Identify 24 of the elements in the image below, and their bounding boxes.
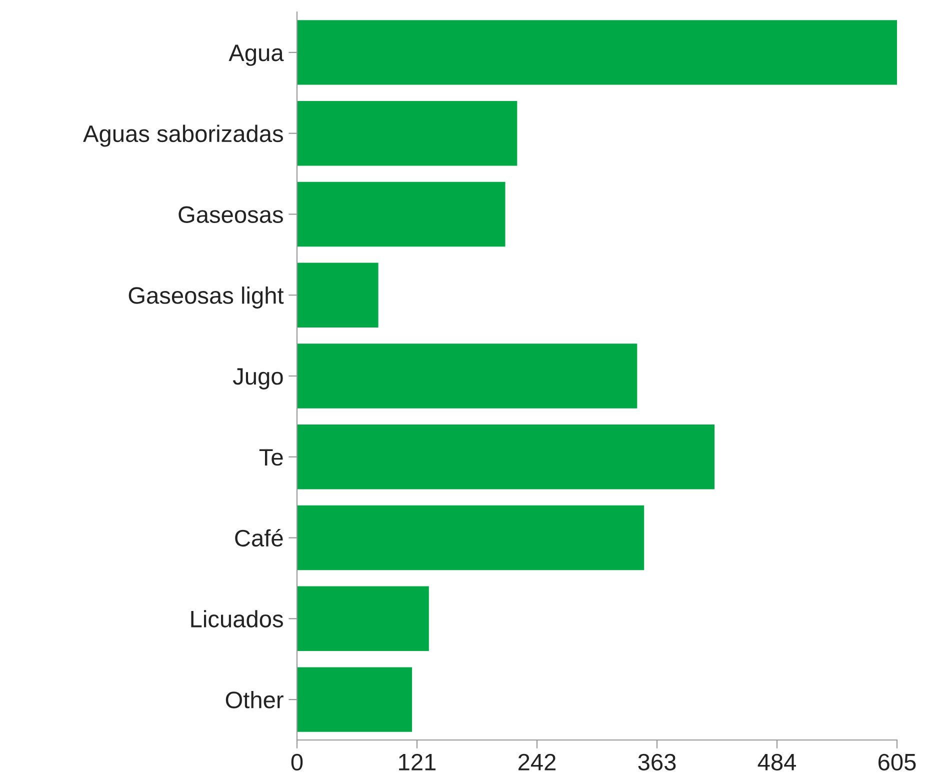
- x-tick-label: 605: [878, 754, 916, 771]
- y-tick-label: Gaseosas light: [128, 286, 284, 309]
- bar: [297, 505, 644, 570]
- x-tick-label: 0: [291, 754, 303, 771]
- y-tick-label: Café: [235, 528, 283, 547]
- y-tick-label: Gaseosas: [178, 206, 283, 224]
- bar: [297, 182, 506, 247]
- bar: [297, 262, 378, 328]
- y-tick-label: Te: [259, 449, 283, 466]
- bar: [297, 100, 518, 166]
- x-tick-label: 363: [638, 754, 676, 771]
- bar: [297, 586, 429, 652]
- bar: [297, 424, 715, 490]
- y-tick-label: Aguas saborizadas: [83, 124, 283, 147]
- bar: [297, 20, 897, 85]
- y-tick-label: Other: [226, 691, 284, 708]
- x-tick-label: 242: [518, 754, 556, 770]
- bar: [297, 667, 412, 732]
- x-tick-label: 121: [399, 754, 436, 770]
- bar: [297, 344, 638, 408]
- y-tick-label: Agua: [228, 44, 284, 66]
- y-tick-label: Jugo: [232, 368, 283, 390]
- y-tick-label: Licuados: [191, 610, 283, 628]
- x-tick-label: 484: [758, 754, 796, 771]
